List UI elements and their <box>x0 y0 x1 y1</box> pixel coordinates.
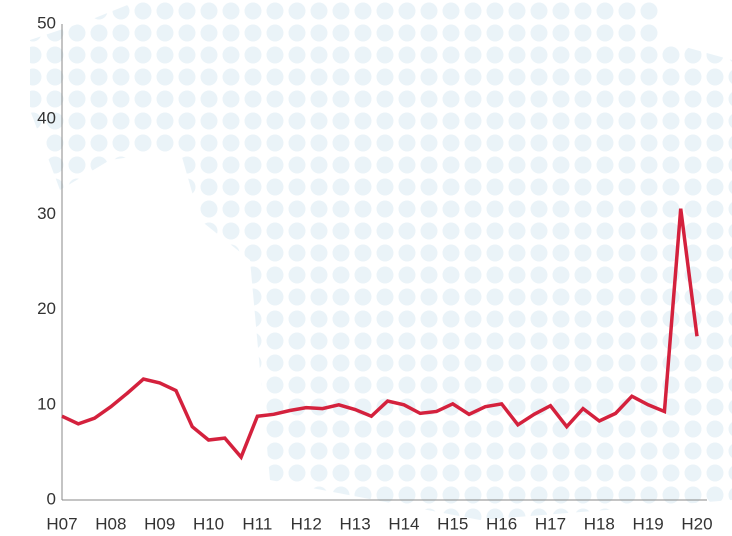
y-tick-label: 50 <box>37 13 56 32</box>
x-tick-label: H08 <box>95 514 126 533</box>
y-tick-label: 40 <box>37 109 56 128</box>
x-tick-label: H17 <box>535 514 566 533</box>
data-line <box>61 208 699 461</box>
x-tick-label: H12 <box>291 514 322 533</box>
x-tick-label: H19 <box>633 514 664 533</box>
background-map <box>30 0 732 520</box>
y-tick-label: 0 <box>47 489 56 508</box>
x-tick-label: H15 <box>437 514 468 533</box>
x-tick-label: H10 <box>193 514 224 533</box>
x-tick-label: H14 <box>388 514 419 533</box>
x-tick-label: H20 <box>681 514 712 533</box>
x-tick-label: H07 <box>46 514 77 533</box>
y-tick-label: 30 <box>37 204 56 223</box>
x-tick-label: H18 <box>584 514 615 533</box>
x-tick-label: H16 <box>486 514 517 533</box>
x-tick-label: H09 <box>144 514 175 533</box>
x-tick-label: H11 <box>242 514 272 533</box>
y-tick-label: 10 <box>37 394 56 413</box>
y-tick-label: 20 <box>37 299 56 318</box>
x-tick-label: H13 <box>339 514 370 533</box>
